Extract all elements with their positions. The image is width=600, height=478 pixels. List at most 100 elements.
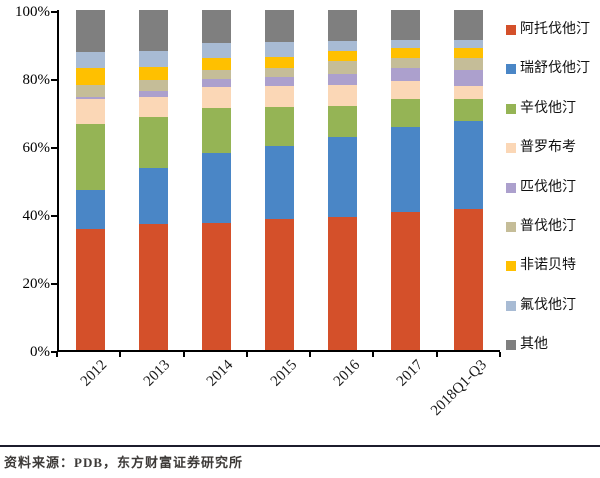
bar-segment-普罗布考[interactable] [454,85,483,100]
bar-segment-氟伐他汀[interactable] [454,39,483,48]
bar-segment-瑞舒伐他汀[interactable] [454,121,483,209]
legend-item-阿托伐他汀[interactable]: 阿托伐他汀 [506,22,590,38]
bar-segment-阿托伐他汀[interactable] [265,219,294,350]
bar-segment-其他[interactable] [202,10,231,44]
bar-2014[interactable] [202,10,231,350]
bar-segment-氟伐他汀[interactable] [391,39,420,49]
bar-segment-普伐他汀[interactable] [454,57,483,70]
bar-2012[interactable] [76,10,105,350]
bar-2015[interactable] [265,10,294,350]
plot-area [57,10,500,352]
bar-segment-非诺贝特[interactable] [391,48,420,59]
bar-segment-其他[interactable] [76,10,105,52]
bar-segment-瑞舒伐他汀[interactable] [202,152,231,223]
bar-segment-非诺贝特[interactable] [139,66,168,81]
bar-segment-普罗布考[interactable] [76,99,105,124]
x-category-label: 2012 [77,357,110,390]
bar-segment-非诺贝特[interactable] [328,50,357,61]
legend-item-其他[interactable]: 其他 [506,337,548,353]
y-tick-label: 40% [22,208,51,224]
x-tick [309,352,312,357]
bar-segment-匹伐他汀[interactable] [391,68,420,82]
legend-label: 普罗布考 [520,140,576,156]
bar-segment-普罗布考[interactable] [328,84,357,106]
bar-segment-非诺贝特[interactable] [202,57,231,70]
bar-segment-辛伐他汀[interactable] [76,123,105,190]
legend-item-普伐他汀[interactable]: 普伐他汀 [506,219,576,235]
legend-label: 匹伐他汀 [520,179,576,195]
bar-segment-瑞舒伐他汀[interactable] [391,127,420,213]
bar-segment-其他[interactable] [328,10,357,41]
bar-segment-辛伐他汀[interactable] [265,106,294,147]
bar-segment-其他[interactable] [265,10,294,43]
bar-segment-非诺贝特[interactable] [76,67,105,85]
legend-item-匹伐他汀[interactable]: 匹伐他汀 [506,180,576,196]
legend-color-swatch [506,261,516,272]
bar-segment-普罗布考[interactable] [202,87,231,108]
legend-item-氟伐他汀[interactable]: 氟伐他汀 [506,298,576,314]
bar-segment-瑞舒伐他汀[interactable] [328,136,357,218]
bar-segment-阿托伐他汀[interactable] [454,208,483,350]
bar-segment-瑞舒伐他汀[interactable] [265,146,294,220]
bar-segment-普伐他汀[interactable] [76,84,105,97]
legend-color-swatch [506,25,516,35]
legend-label: 辛伐他汀 [520,100,576,116]
bar-segment-其他[interactable] [139,10,168,51]
y-tick-label: 60% [22,140,51,156]
legend-item-普罗布考[interactable]: 普罗布考 [506,140,576,156]
y-tick [51,351,57,353]
bar-2018Q1-Q3[interactable] [454,10,483,350]
bar-segment-瑞舒伐他汀[interactable] [139,168,168,225]
bar-segment-阿托伐他汀[interactable] [139,224,168,350]
bar-segment-普伐他汀[interactable] [391,58,420,69]
bar-segment-辛伐他汀[interactable] [328,105,357,137]
bar-segment-辛伐他汀[interactable] [454,99,483,122]
legend-color-swatch [506,103,516,114]
legend-item-瑞舒伐他汀[interactable]: 瑞舒伐他汀 [506,61,590,77]
footer-divider [0,445,600,447]
bar-segment-氟伐他汀[interactable] [265,42,294,57]
bar-2017[interactable] [391,10,420,350]
bar-segment-匹伐他汀[interactable] [139,90,168,97]
legend-label: 瑞舒伐他汀 [520,61,590,77]
bar-segment-普伐他汀[interactable] [139,80,168,91]
bar-segment-辛伐他汀[interactable] [202,107,231,153]
bar-segment-氟伐他汀[interactable] [139,50,168,67]
legend-item-辛伐他汀[interactable]: 辛伐他汀 [506,101,576,117]
bar-segment-普罗布考[interactable] [391,81,420,100]
bar-segment-非诺贝特[interactable] [454,47,483,58]
bar-segment-辛伐他汀[interactable] [139,117,168,169]
bar-segment-氟伐他汀[interactable] [202,43,231,58]
bar-segment-普罗布考[interactable] [265,85,294,107]
bar-segment-匹伐他汀[interactable] [76,96,105,100]
bar-2013[interactable] [139,10,168,350]
bar-segment-匹伐他汀[interactable] [202,79,231,88]
bar-segment-其他[interactable] [391,10,420,40]
bar-segment-其他[interactable] [454,10,483,40]
bar-segment-普伐他汀[interactable] [265,67,294,77]
x-category-label: 2013 [140,357,174,390]
bar-segment-非诺贝特[interactable] [265,56,294,68]
bar-segment-匹伐他汀[interactable] [454,69,483,86]
bar-segment-氟伐他汀[interactable] [76,51,105,68]
bar-segment-阿托伐他汀[interactable] [328,217,357,350]
bar-segment-辛伐他汀[interactable] [391,99,420,128]
bar-segment-普伐他汀[interactable] [202,69,231,80]
bar-segment-瑞舒伐他汀[interactable] [76,189,105,230]
legend-item-非诺贝特[interactable]: 非诺贝特 [506,258,576,274]
bar-segment-阿托伐他汀[interactable] [202,222,231,350]
x-category-label: 2015 [267,357,300,390]
bar-segment-普罗布考[interactable] [139,96,168,118]
bar-segment-氟伐他汀[interactable] [328,40,357,51]
bar-segment-普伐他汀[interactable] [328,60,357,74]
legend-label: 氟伐他汀 [520,297,576,313]
bar-segment-阿托伐他汀[interactable] [76,229,105,350]
y-tick-label: 20% [22,276,51,292]
bar-2016[interactable] [328,10,357,350]
x-category-label: 2016 [330,357,364,390]
x-category-label: 2017 [393,357,427,390]
bar-segment-匹伐他汀[interactable] [265,77,294,86]
bar-segment-阿托伐他汀[interactable] [391,212,420,350]
bar-segment-匹伐他汀[interactable] [328,73,357,85]
